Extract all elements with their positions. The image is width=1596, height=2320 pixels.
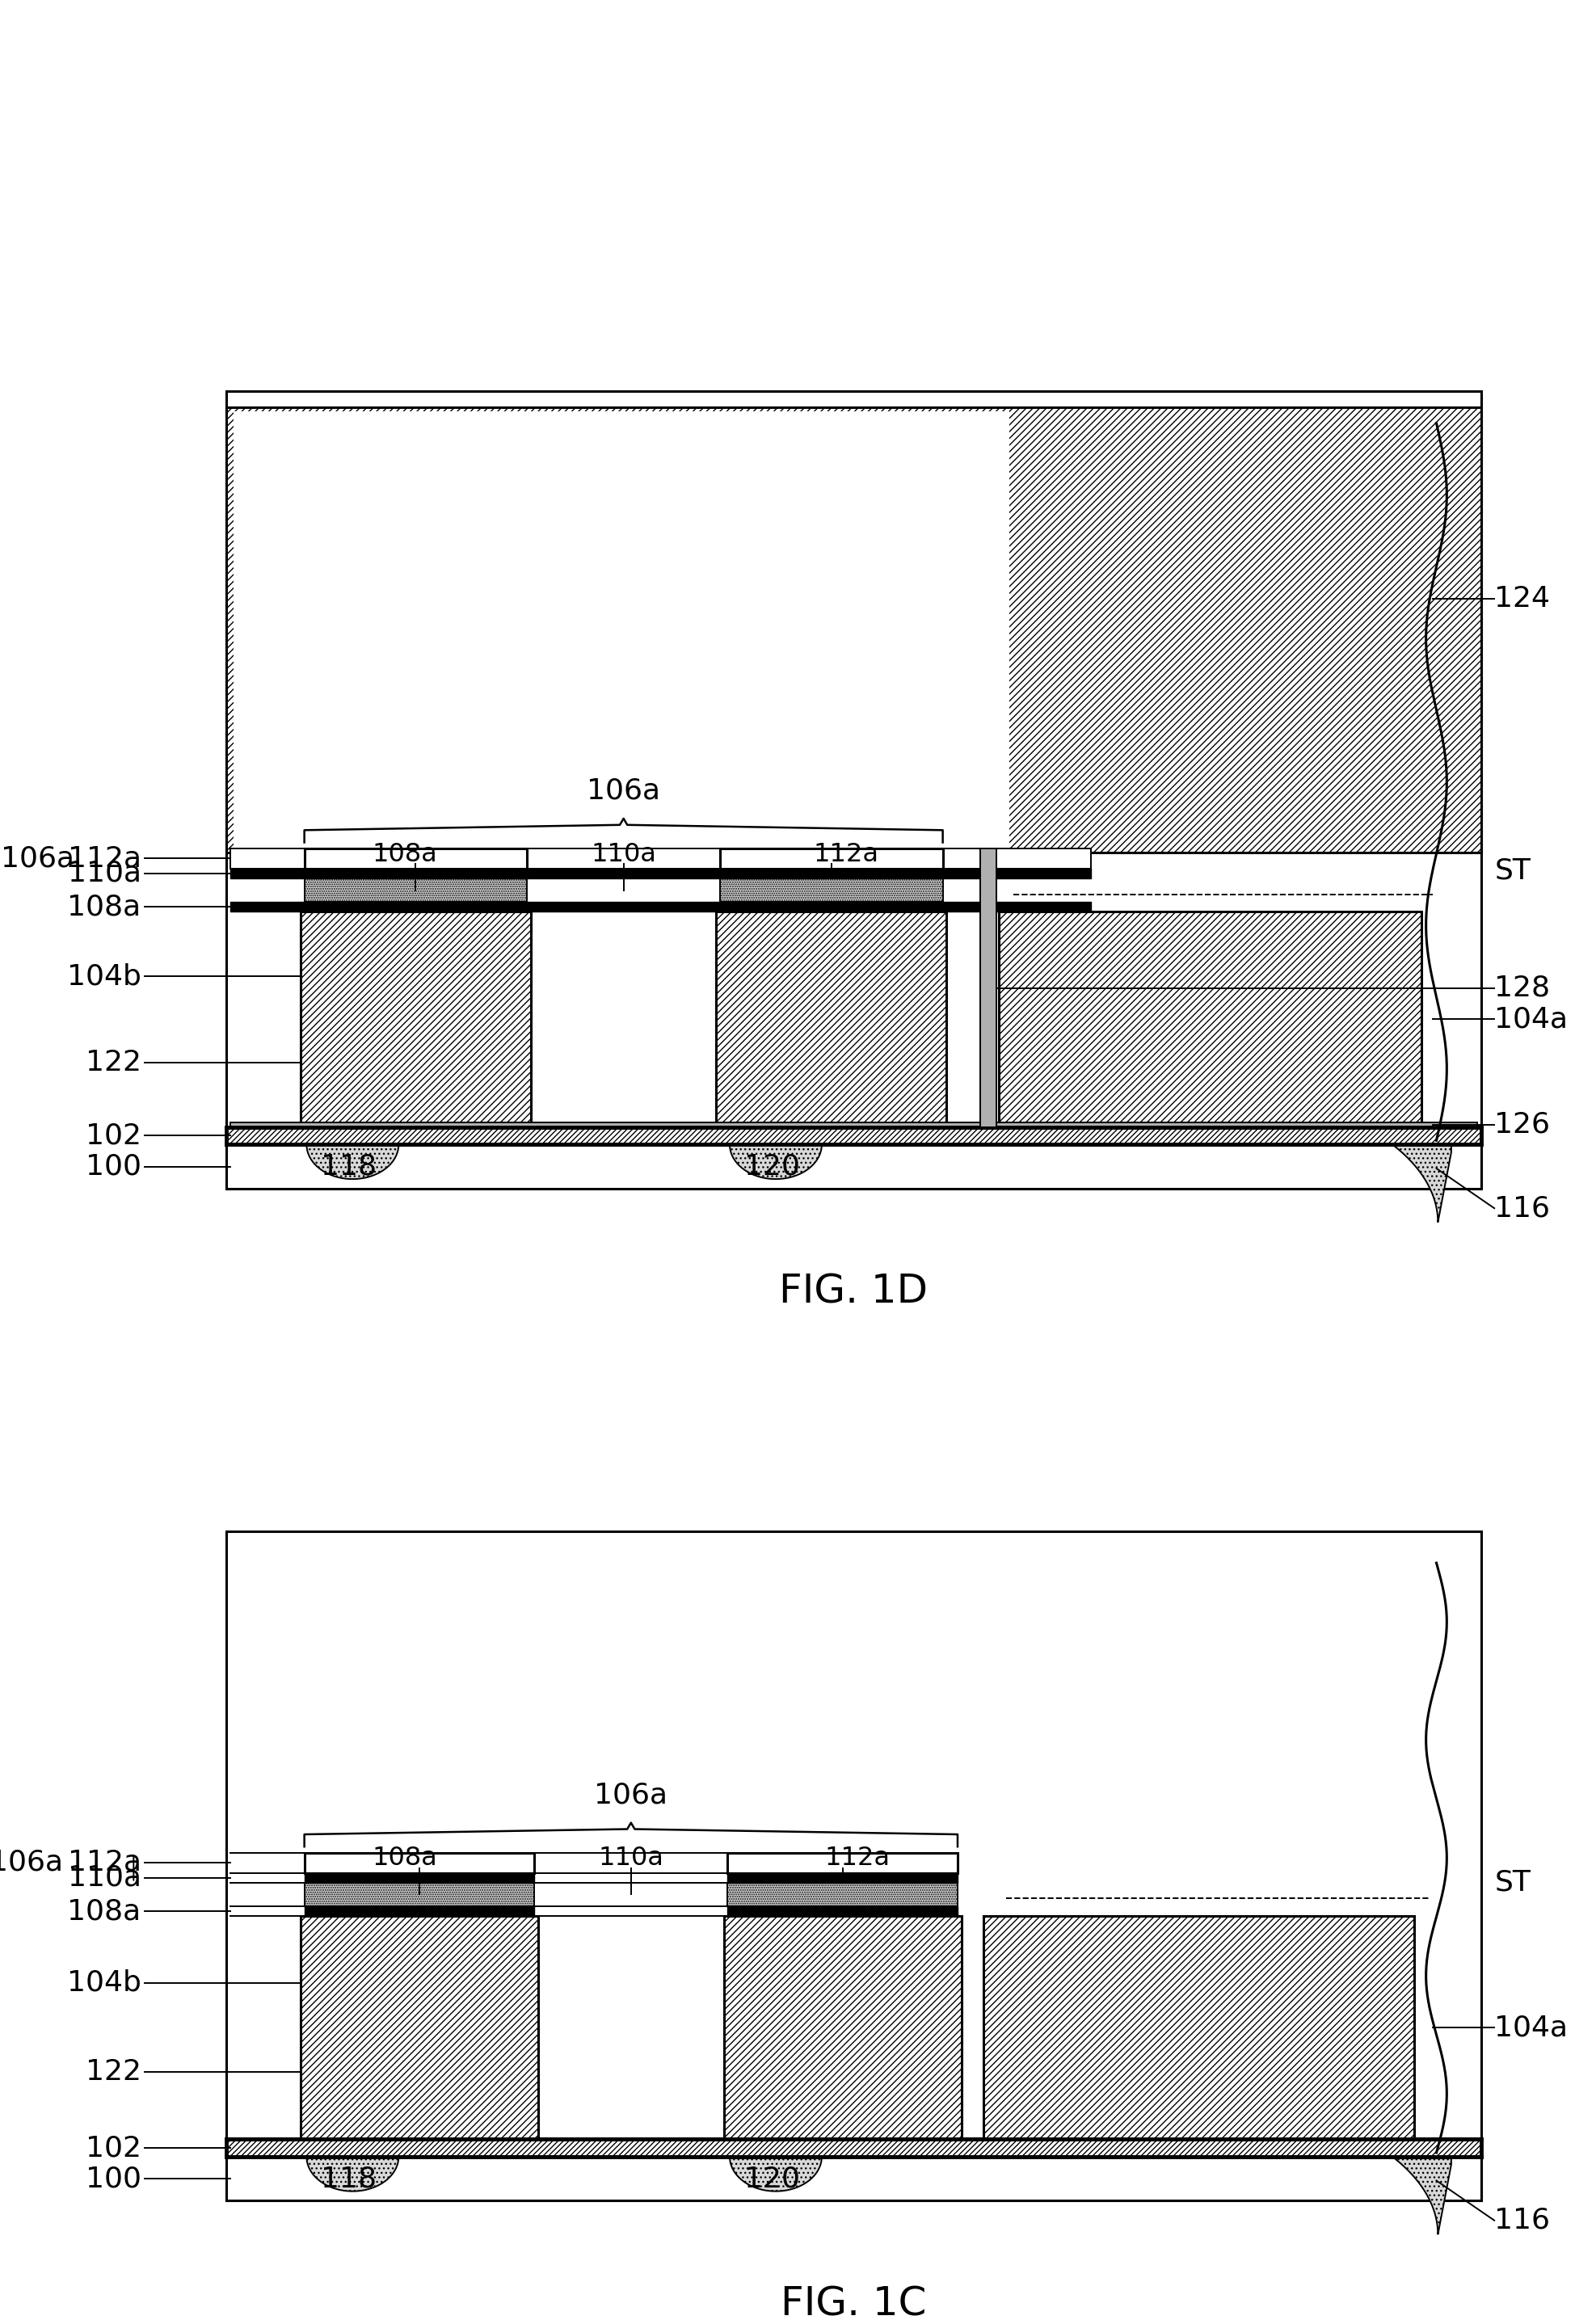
Bar xyxy=(728,1872,958,1882)
Text: 108a: 108a xyxy=(67,893,140,921)
Bar xyxy=(227,2139,1481,2158)
Bar xyxy=(227,1128,1481,1144)
Text: 100: 100 xyxy=(85,2165,140,2192)
Text: 108a: 108a xyxy=(67,1898,140,1926)
Bar xyxy=(230,849,1092,868)
Text: 120: 120 xyxy=(744,2165,800,2192)
Text: 102: 102 xyxy=(85,1123,140,1148)
Polygon shape xyxy=(729,1144,822,1179)
Bar xyxy=(720,902,943,912)
Bar xyxy=(227,2158,1481,2199)
Text: 102: 102 xyxy=(85,2134,140,2162)
Text: 100: 100 xyxy=(85,1153,140,1181)
Text: 108a: 108a xyxy=(372,1847,437,1872)
Text: 110a: 110a xyxy=(598,1847,664,1872)
Text: 118: 118 xyxy=(321,1153,377,1181)
Bar xyxy=(227,1144,1481,1188)
Bar xyxy=(230,868,1092,879)
Text: 120: 120 xyxy=(744,1153,800,1181)
Bar xyxy=(305,1872,535,1882)
Text: 106a: 106a xyxy=(587,777,661,805)
Text: 110a: 110a xyxy=(591,842,656,868)
Polygon shape xyxy=(306,2158,399,2192)
Bar xyxy=(305,868,527,879)
Polygon shape xyxy=(729,2158,822,2192)
Text: FIG. 1D: FIG. 1D xyxy=(779,1274,927,1311)
Bar xyxy=(305,902,527,912)
Text: 110a: 110a xyxy=(67,861,140,886)
Bar xyxy=(999,912,1422,1128)
Text: ST: ST xyxy=(1494,856,1531,884)
Text: 104a: 104a xyxy=(1494,1005,1567,1032)
Bar xyxy=(305,849,527,868)
Bar xyxy=(728,1907,958,1916)
Text: 122: 122 xyxy=(85,1049,140,1076)
Text: 106a: 106a xyxy=(0,1849,64,1877)
Text: 126: 126 xyxy=(1494,1111,1550,1139)
Text: 116: 116 xyxy=(1494,2206,1550,2234)
Polygon shape xyxy=(1184,1086,1451,1223)
Text: 112a: 112a xyxy=(67,844,140,872)
Bar xyxy=(720,868,943,879)
Bar xyxy=(983,1916,1414,2139)
Bar xyxy=(305,1907,535,1916)
Bar xyxy=(720,849,943,868)
Bar xyxy=(720,879,943,902)
Text: 104a: 104a xyxy=(1494,2014,1567,2042)
Bar xyxy=(227,1531,1481,2199)
Bar xyxy=(305,1854,535,1872)
Bar xyxy=(723,1916,961,2139)
Bar xyxy=(227,392,1481,1188)
Text: 112a: 112a xyxy=(67,1849,140,1877)
Bar xyxy=(728,1882,958,1907)
Bar xyxy=(305,879,527,902)
Bar xyxy=(717,912,946,1128)
Text: 106a: 106a xyxy=(594,1782,667,1810)
Text: 116: 116 xyxy=(1494,1195,1550,1223)
Bar xyxy=(230,1123,1478,1128)
Bar xyxy=(980,849,996,1128)
Text: FIG. 1C: FIG. 1C xyxy=(780,2285,927,2320)
Text: 108a: 108a xyxy=(372,842,437,868)
Bar xyxy=(227,408,1481,854)
Text: 124: 124 xyxy=(1494,585,1550,612)
Bar xyxy=(305,1882,535,1907)
Text: 128: 128 xyxy=(1494,974,1550,1002)
Bar xyxy=(230,902,1092,912)
Polygon shape xyxy=(306,1144,399,1179)
Text: 112a: 112a xyxy=(814,842,879,868)
Text: 104b: 104b xyxy=(67,1970,140,1998)
Text: 104b: 104b xyxy=(67,963,140,991)
Bar xyxy=(300,912,531,1128)
Text: ST: ST xyxy=(1494,1868,1531,1895)
Text: 110a: 110a xyxy=(67,1863,140,1891)
Text: 118: 118 xyxy=(321,2165,377,2192)
Bar xyxy=(235,411,1010,849)
Text: 122: 122 xyxy=(85,2058,140,2086)
Text: 106a: 106a xyxy=(0,844,75,872)
Bar xyxy=(300,1916,538,2139)
Text: 112a: 112a xyxy=(825,1847,891,1872)
Polygon shape xyxy=(1184,2097,1451,2234)
Bar xyxy=(728,1854,958,1872)
